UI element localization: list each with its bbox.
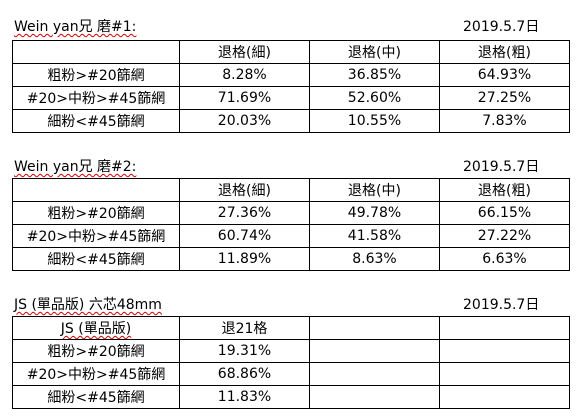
table-header-row: JS (單品版) 退21格 [12,316,570,340]
header-cell: 退格(粗) [439,40,570,64]
table-cell: 10.55% [309,109,440,133]
table-row: #20>中粉>#45篩網 68.86% [12,362,570,386]
table-cell: 68.86% [179,362,310,386]
table-cell: 27.25% [439,86,570,110]
table-header-row: 退格(細) 退格(中) 退格(粗) [12,40,570,64]
table-cell: 60.74% [179,224,310,248]
table-row: #20>中粉>#45篩網 60.74% 41.58% 27.22% [12,224,570,248]
section-1-table: 退格(細) 退格(中) 退格(粗) 粗粉>#20篩網 8.28% 36.85% … [12,40,570,133]
table-cell [439,362,570,386]
table-row: 粗粉>#20篩網 27.36% 49.78% 66.15% [12,201,570,225]
table-row: 粗粉>#20篩網 19.31% [12,339,570,363]
header-cell: 退格(中) [309,178,440,202]
row-label: 細粉<#45篩網 [12,247,180,271]
table-row: 細粉<#45篩網 11.89% 8.63% 6.63% [12,247,570,271]
row-label: 粗粉>#20篩網 [12,201,180,225]
table-cell: 20.03% [179,109,310,133]
row-label: 粗粉>#20篩網 [12,63,180,87]
header-cell [12,40,180,64]
table-cell [439,339,570,363]
table-row: 粗粉>#20篩網 8.28% 36.85% 64.93% [12,63,570,87]
section-2-date: 2019.5.7日 [463,159,540,175]
table-cell: 19.31% [179,339,310,363]
table-cell: 27.22% [439,224,570,248]
section-2-header: Wein yan兄 磨#2: 2019.5.7日 [12,154,565,176]
header-cell: 退格(中) [309,40,440,64]
header-cell: 退格(細) [179,178,310,202]
header-cell [12,178,180,202]
table-cell: 52.60% [309,86,440,110]
row-label: 細粉<#45篩網 [12,385,180,409]
table-row: 細粉<#45篩網 20.03% 10.55% 7.83% [12,109,570,133]
table-cell [309,339,440,363]
table-cell: 49.78% [309,201,440,225]
header-cell [309,316,440,340]
header-cell [439,316,570,340]
header-cell-text: JS (單品版) [60,321,132,337]
table-cell: 8.28% [179,63,310,87]
section-1-date: 2019.5.7日 [463,19,540,35]
header-cell: 退格(細) [179,40,310,64]
table-cell [439,385,570,409]
row-label: 細粉<#45篩網 [12,109,180,133]
table-row: 細粉<#45篩網 11.83% [12,385,570,409]
row-label: #20>中粉>#45篩網 [12,224,180,248]
section-1-header: Wein yan兄 磨#1: 2019.5.7日 [12,14,565,36]
section-3-title: JS (單品版) 六芯48mm [14,294,162,314]
section-2-table: 退格(細) 退格(中) 退格(粗) 粗粉>#20篩網 27.36% 49.78%… [12,178,570,271]
table-cell: 27.36% [179,201,310,225]
section-3-title-text: JS (單品版) 六芯48mm [14,297,162,313]
table-cell: 6.63% [439,247,570,271]
row-label: 粗粉>#20篩網 [12,339,180,363]
section-3-table: JS (單品版) 退21格 粗粉>#20篩網 19.31% #20>中粉>#45… [12,316,570,409]
table-cell: 7.83% [439,109,570,133]
row-label: #20>中粉>#45篩網 [12,362,180,386]
table-cell: 71.69% [179,86,310,110]
row-label: #20>中粉>#45篩網 [12,86,180,110]
section-2-title: Wein yan兄 磨#2: [14,156,136,176]
table-header-row: 退格(細) 退格(中) 退格(粗) [12,178,570,202]
table-cell: 64.93% [439,63,570,87]
header-cell: 退格(粗) [439,178,570,202]
header-cell: 退21格 [179,316,310,340]
table-cell: 11.83% [179,385,310,409]
table-row: #20>中粉>#45篩網 71.69% 52.60% 27.25% [12,86,570,110]
header-cell: JS (單品版) [12,316,180,340]
section-3-date: 2019.5.7日 [463,297,540,313]
table-cell [309,385,440,409]
section-2-title-text: Wein yan兄 磨#2: [14,159,137,175]
section-1-title: Wein yan兄 磨#1: [14,16,136,36]
table-cell: 66.15% [439,201,570,225]
section-1-title-text: Wein yan兄 磨#1: [14,19,137,35]
table-cell: 36.85% [309,63,440,87]
table-cell: 8.63% [309,247,440,271]
table-cell: 11.89% [179,247,310,271]
table-cell [309,362,440,386]
section-3-header: JS (單品版) 六芯48mm 2019.5.7日 [12,292,565,314]
table-cell: 41.58% [309,224,440,248]
